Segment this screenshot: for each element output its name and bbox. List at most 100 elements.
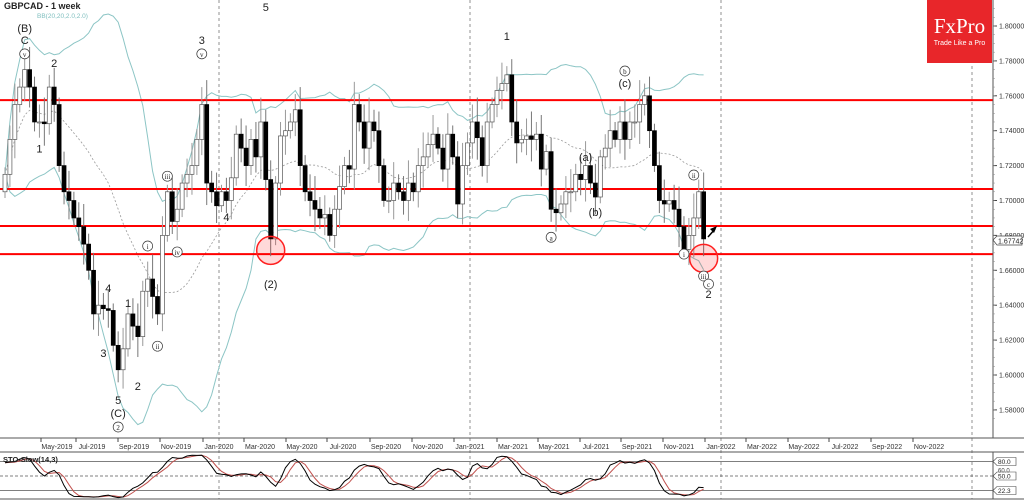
bullish-candle-body: [337, 186, 342, 210]
wave-label: iii: [698, 270, 709, 282]
bearish-candle-body: [479, 137, 485, 166]
y-tick-label: 1.78000: [999, 58, 1024, 65]
candle: [42, 97, 47, 146]
bearish-candle-body: [593, 182, 598, 198]
candle: [489, 97, 495, 129]
bearish-candle-body: [32, 86, 37, 123]
wave-label: 5: [263, 2, 269, 14]
bearish-candle-body: [671, 200, 677, 210]
candle: [297, 87, 303, 187]
candle: [602, 134, 608, 170]
bearish-candle-body: [371, 121, 377, 132]
candle: [686, 217, 692, 266]
candle: [253, 121, 259, 173]
candle: [401, 176, 406, 215]
y-tick-label: 1.74000: [999, 128, 1024, 135]
bullish-candle-body: [386, 200, 392, 202]
candle: [445, 113, 451, 188]
wave-label-circle: [19, 48, 31, 60]
bullish-candle-body: [627, 121, 633, 140]
bullish-candle-body: [597, 156, 603, 198]
candle: [110, 303, 116, 352]
candle: [573, 163, 579, 202]
bullish-candle-body: [46, 86, 52, 125]
wave-label-text: (b): [589, 207, 602, 219]
wave-label: 1: [125, 298, 131, 310]
oscillator-title: STO-Slow(14,3): [3, 455, 58, 464]
x-tick-label: May-2020: [286, 444, 317, 451]
wave-label: (C): [111, 408, 126, 420]
bullish-candle-body: [120, 348, 126, 371]
y-tick-label: 1.64000: [999, 303, 1024, 310]
stochastic-panel: 80.0 50.0 22.3 60.0: [0, 454, 1017, 499]
bearish-candle-body: [514, 121, 520, 144]
bearish-candle-body: [317, 208, 323, 219]
highlight-circle: [688, 243, 719, 274]
candle: [622, 99, 628, 160]
wave-label-text: (a): [579, 152, 592, 164]
wave-label: (c): [619, 78, 632, 90]
candle: [666, 191, 672, 212]
bullish-candle-body: [283, 130, 288, 137]
bullish-candle-body: [2, 173, 8, 193]
wave-label: 3: [100, 348, 106, 360]
bullish-candle-body: [602, 147, 608, 158]
candle: [657, 151, 662, 214]
indicator-label: BB(20,20,2.0,2.0): [37, 13, 88, 20]
candle: [538, 114, 544, 187]
bullish-candle-body: [278, 135, 283, 184]
bearish-candle-body: [51, 86, 57, 105]
x-tick-label: Sep-2022: [872, 444, 902, 451]
wave-label-text: (c): [619, 78, 632, 90]
bearish-candle-body: [612, 130, 618, 140]
candle: [150, 254, 155, 319]
wave-label-text: 2: [135, 381, 141, 393]
bullish-candle-body: [691, 217, 697, 236]
bearish-candle-body: [455, 156, 460, 205]
bullish-candle-body: [12, 104, 18, 140]
bullish-candle-body: [199, 104, 205, 140]
wave-label: ii: [688, 169, 700, 181]
wave-label: iv: [171, 246, 183, 258]
candle: [465, 132, 470, 176]
candle: [691, 193, 697, 258]
wave-label: 2: [112, 421, 124, 433]
wave-label-text: i: [683, 251, 685, 259]
candle: [317, 197, 323, 229]
wave-label-text: 4: [223, 212, 229, 224]
candle: [391, 162, 397, 220]
bullish-candle-body: [248, 139, 254, 166]
candle: [504, 66, 510, 92]
bullish-candle-body: [351, 104, 357, 170]
bearish-candle-body: [204, 104, 210, 184]
wave-label: 4: [105, 283, 111, 295]
bearish-candle-body: [243, 147, 249, 166]
bearish-candle-body: [263, 121, 269, 180]
bullish-candle-body: [430, 133, 436, 146]
candles: [2, 46, 706, 389]
wave-label: 1: [504, 31, 510, 43]
bullish-candle-body: [145, 278, 151, 292]
bearish-candle-body: [209, 182, 214, 193]
oscillator-level-tag: 50.0: [992, 471, 1017, 481]
candle: [179, 174, 185, 218]
candle: [51, 67, 57, 122]
x-tick-label: Sep-2019: [119, 444, 149, 451]
wave-label: 2: [705, 289, 711, 301]
x-tick-label: Jan-2020: [204, 444, 233, 451]
bearish-candle-body: [681, 226, 687, 250]
candle: [130, 298, 136, 341]
bearish-candle-body: [538, 133, 544, 170]
oscillator-level-tag: 22.3: [992, 486, 1017, 495]
x-tick-label: Jan-2021: [455, 444, 484, 451]
wave-label-text: 2: [51, 58, 57, 70]
candle: [661, 179, 667, 223]
wave-label: 3: [199, 35, 205, 47]
candle: [415, 148, 421, 208]
bullish-candle-body: [7, 139, 13, 175]
candle: [66, 170, 72, 220]
bearish-candle-body: [105, 308, 111, 311]
bullish-candle-body: [524, 135, 529, 140]
candle: [37, 104, 42, 138]
y-tick-label: 1.60000: [999, 373, 1024, 380]
